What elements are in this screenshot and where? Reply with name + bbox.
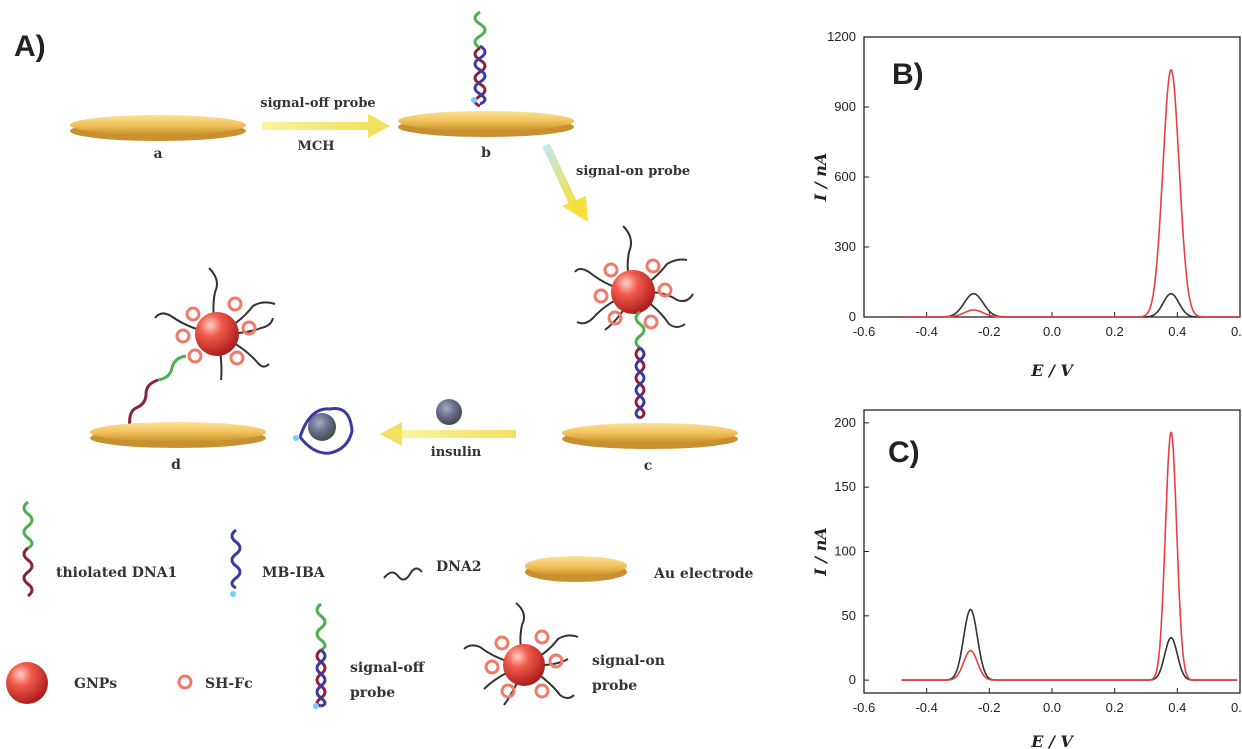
legend-signal-on-probe-icon	[463, 602, 579, 706]
legend-sh-fc-icon	[177, 674, 193, 690]
gnp-complex-d	[154, 267, 276, 381]
y-axis-label: I / nA	[811, 153, 830, 203]
arrow-label-mch: MCH	[297, 139, 334, 154]
x-tick-label: 0.4	[1168, 324, 1186, 339]
legend-signal-off-probe-icon	[313, 602, 327, 709]
y-tick-label: 150	[834, 479, 856, 494]
y-tick-label: 1200	[827, 29, 856, 44]
x-axis-label: E / V	[1030, 732, 1074, 749]
y-tick-label: 200	[834, 415, 856, 430]
x-tick-label: 0.6	[1231, 324, 1242, 339]
gnp-complex-c	[574, 225, 694, 331]
plot-frame	[863, 36, 1241, 318]
step-label-d: d	[171, 457, 181, 473]
duplex-on-c	[634, 310, 646, 420]
x-tick-label: -0.4	[915, 700, 937, 715]
y-tick-label: 900	[834, 99, 856, 114]
plot-frame	[863, 409, 1241, 694]
electrode-c	[562, 423, 738, 449]
y-tick-label: 0	[849, 309, 856, 324]
legend-gnps-icon	[6, 662, 48, 704]
x-tick-label: -0.2	[978, 324, 1000, 339]
legend-sh-fc: SH-Fc	[205, 676, 253, 692]
y-axis-label: I / nA	[811, 527, 830, 577]
y-tick-label: 50	[842, 608, 856, 623]
arrow-label-signal-off-probe: signal-off probe	[260, 96, 375, 111]
arrow-a-to-b	[262, 114, 390, 138]
panel-label-a: A)	[14, 30, 46, 63]
x-tick-label: 0.0	[1043, 700, 1061, 715]
voltammogram-series-2	[901, 431, 1237, 681]
x-tick-label: 0.4	[1168, 700, 1186, 715]
chart-c: -0.6 -0.4 -0.2 0.0 0.2 0.4 0.6 0 50 100 150 200 E / …	[811, 409, 1242, 749]
step-label-a: a	[153, 146, 162, 162]
insulin-aptamer-complex	[293, 406, 354, 455]
electrode-d	[90, 422, 266, 448]
legend-gnps: GNPs	[74, 676, 117, 692]
x-tick-label: -0.6	[853, 700, 875, 715]
legend-au-electrode: Au electrode	[653, 566, 754, 582]
x-tick-label: 0.2	[1106, 700, 1124, 715]
voltammogram-series-2	[901, 69, 1240, 318]
legend-signal-on-line1: signal-on	[592, 653, 665, 669]
legend-dna2-icon	[383, 567, 423, 581]
signal-off-probe-on-b	[471, 10, 487, 108]
step-label-b: b	[481, 145, 491, 161]
x-tick-label: -0.2	[978, 700, 1000, 715]
step-label-c: c	[644, 458, 653, 474]
electrode-a	[70, 115, 246, 141]
x-tick-label: 0.0	[1043, 324, 1061, 339]
insulin-molecule	[436, 399, 462, 425]
x-axis-label: E / V	[1030, 361, 1074, 380]
arrow-b-to-c	[542, 143, 588, 222]
x-tick-label: 0.6	[1231, 700, 1242, 715]
legend-mb-iba: MB-IBA	[262, 565, 326, 581]
dna1-on-d	[128, 354, 187, 429]
y-tick-label: 100	[834, 544, 856, 559]
y-tick-label: 300	[834, 239, 856, 254]
panel-label-b: B)	[892, 58, 924, 91]
arrow-label-insulin: insulin	[431, 445, 482, 460]
x-tick-label: -0.4	[915, 324, 937, 339]
legend-thiolated-dna1: thiolated DNA1	[56, 565, 177, 581]
y-tick-label: 0	[849, 672, 856, 687]
legend-mb-iba-icon	[230, 528, 242, 597]
legend-signal-on-line2: probe	[592, 678, 637, 694]
electrode-b	[398, 111, 574, 137]
chart-b: -0.6 -0.4 -0.2 0.0 0.2 0.4 0.6 0 300 600 900 1200 E …	[811, 29, 1242, 380]
legend-dna2: DNA2	[436, 559, 482, 575]
x-tick-label: -0.6	[853, 324, 875, 339]
y-tick-label: 600	[834, 169, 856, 184]
legend-signal-off-line2: probe	[350, 685, 395, 701]
x-tick-label: 0.2	[1106, 324, 1124, 339]
arrow-c-to-d	[380, 422, 516, 446]
legend-au-electrode-icon	[524, 556, 628, 582]
panel-label-c: C)	[888, 436, 920, 469]
legend-signal-off-line1: signal-off	[350, 660, 426, 676]
legend-thiolated-dna1-icon	[22, 500, 34, 598]
arrow-label-signal-on-probe: signal-on probe	[576, 164, 690, 179]
